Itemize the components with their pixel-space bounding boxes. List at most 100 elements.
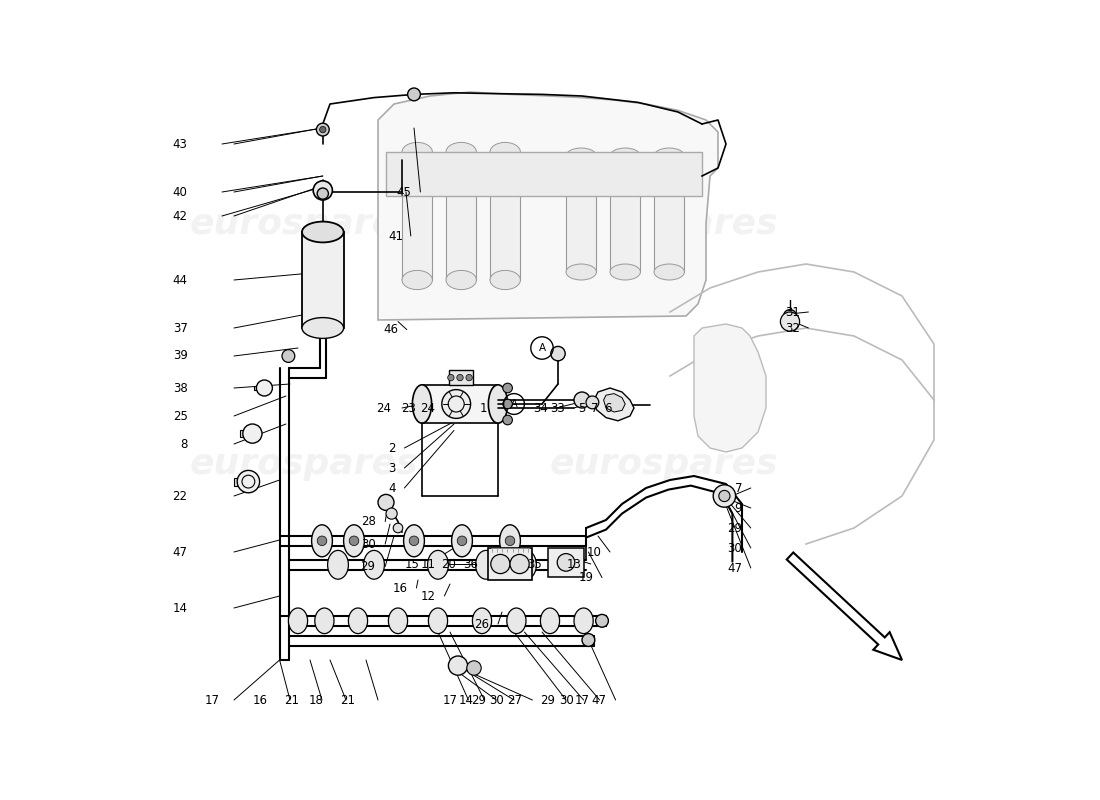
Bar: [449, 370, 473, 385]
Text: 30: 30: [727, 542, 742, 554]
Text: 11: 11: [420, 558, 436, 570]
Circle shape: [378, 494, 394, 510]
Ellipse shape: [516, 550, 537, 579]
Ellipse shape: [428, 550, 449, 579]
Circle shape: [243, 424, 262, 443]
Circle shape: [386, 508, 397, 519]
Text: 28: 28: [361, 515, 375, 528]
Text: 17: 17: [205, 694, 220, 706]
Circle shape: [503, 415, 513, 425]
Text: 43: 43: [173, 138, 188, 150]
Text: 47: 47: [173, 546, 188, 558]
Ellipse shape: [490, 270, 520, 290]
Text: eurospares: eurospares: [190, 447, 419, 481]
Circle shape: [780, 312, 800, 331]
Polygon shape: [378, 92, 718, 320]
Circle shape: [510, 554, 529, 574]
Circle shape: [582, 634, 595, 646]
Bar: [240, 430, 248, 437]
Text: 29: 29: [540, 694, 556, 706]
Text: 24: 24: [376, 402, 392, 414]
Bar: [446, 152, 476, 280]
Bar: [566, 156, 596, 272]
Ellipse shape: [349, 608, 367, 634]
Ellipse shape: [311, 525, 332, 557]
Text: 38: 38: [173, 382, 188, 394]
Ellipse shape: [388, 608, 408, 634]
Circle shape: [349, 536, 359, 546]
Circle shape: [574, 392, 590, 408]
Text: eurospares: eurospares: [550, 447, 779, 481]
Circle shape: [317, 123, 329, 136]
Circle shape: [409, 536, 419, 546]
Text: 34: 34: [532, 402, 548, 414]
Polygon shape: [594, 388, 634, 421]
Polygon shape: [604, 394, 625, 412]
Text: eurospares: eurospares: [190, 207, 419, 241]
Circle shape: [282, 350, 295, 362]
Text: 20: 20: [441, 558, 455, 570]
Bar: [302, 232, 343, 328]
Circle shape: [783, 310, 796, 322]
Circle shape: [503, 399, 513, 409]
Circle shape: [503, 383, 513, 393]
Text: 47: 47: [591, 694, 606, 706]
Text: 9: 9: [735, 502, 743, 514]
Text: 31: 31: [784, 306, 800, 318]
Text: 40: 40: [173, 186, 188, 198]
Bar: [490, 152, 520, 280]
Circle shape: [256, 380, 273, 396]
Ellipse shape: [446, 142, 476, 162]
Text: 41: 41: [388, 230, 404, 242]
Text: 3: 3: [388, 462, 396, 474]
Circle shape: [448, 374, 454, 381]
Text: 21: 21: [285, 694, 299, 706]
Text: 16: 16: [393, 582, 408, 594]
Ellipse shape: [402, 142, 432, 162]
Ellipse shape: [446, 270, 476, 290]
Ellipse shape: [302, 222, 343, 242]
Circle shape: [314, 181, 332, 200]
Text: 21: 21: [341, 694, 355, 706]
Ellipse shape: [654, 148, 684, 164]
Ellipse shape: [452, 525, 472, 557]
Circle shape: [238, 470, 260, 493]
Bar: [386, 152, 702, 196]
Ellipse shape: [302, 318, 343, 338]
Text: 4: 4: [388, 482, 396, 494]
Text: 30: 30: [488, 694, 504, 706]
Circle shape: [458, 536, 466, 546]
Ellipse shape: [475, 550, 496, 579]
Text: 1: 1: [480, 402, 487, 414]
Bar: [254, 386, 264, 390]
Text: 30: 30: [559, 694, 574, 706]
Circle shape: [558, 554, 575, 571]
Circle shape: [505, 536, 515, 546]
Text: A: A: [510, 399, 517, 409]
Text: 42: 42: [173, 210, 188, 222]
Ellipse shape: [402, 270, 432, 290]
Text: A: A: [538, 343, 546, 353]
Text: 36: 36: [463, 558, 478, 570]
Ellipse shape: [566, 264, 596, 280]
Circle shape: [393, 523, 403, 533]
Text: 30: 30: [361, 538, 375, 550]
Circle shape: [449, 656, 468, 675]
Text: 29: 29: [727, 522, 742, 534]
Text: 37: 37: [173, 322, 188, 334]
Text: eurospares: eurospares: [550, 207, 779, 241]
Circle shape: [551, 346, 565, 361]
Text: 17: 17: [443, 694, 458, 706]
Ellipse shape: [472, 608, 492, 634]
Ellipse shape: [499, 525, 520, 557]
Ellipse shape: [490, 142, 520, 162]
Bar: [422, 385, 498, 423]
Bar: [549, 548, 584, 577]
Bar: [654, 156, 684, 272]
Text: 45: 45: [397, 186, 411, 198]
Circle shape: [491, 554, 510, 574]
Text: 8: 8: [180, 438, 188, 450]
Text: 25: 25: [173, 410, 188, 422]
Ellipse shape: [428, 608, 448, 634]
Text: 29: 29: [471, 694, 486, 706]
